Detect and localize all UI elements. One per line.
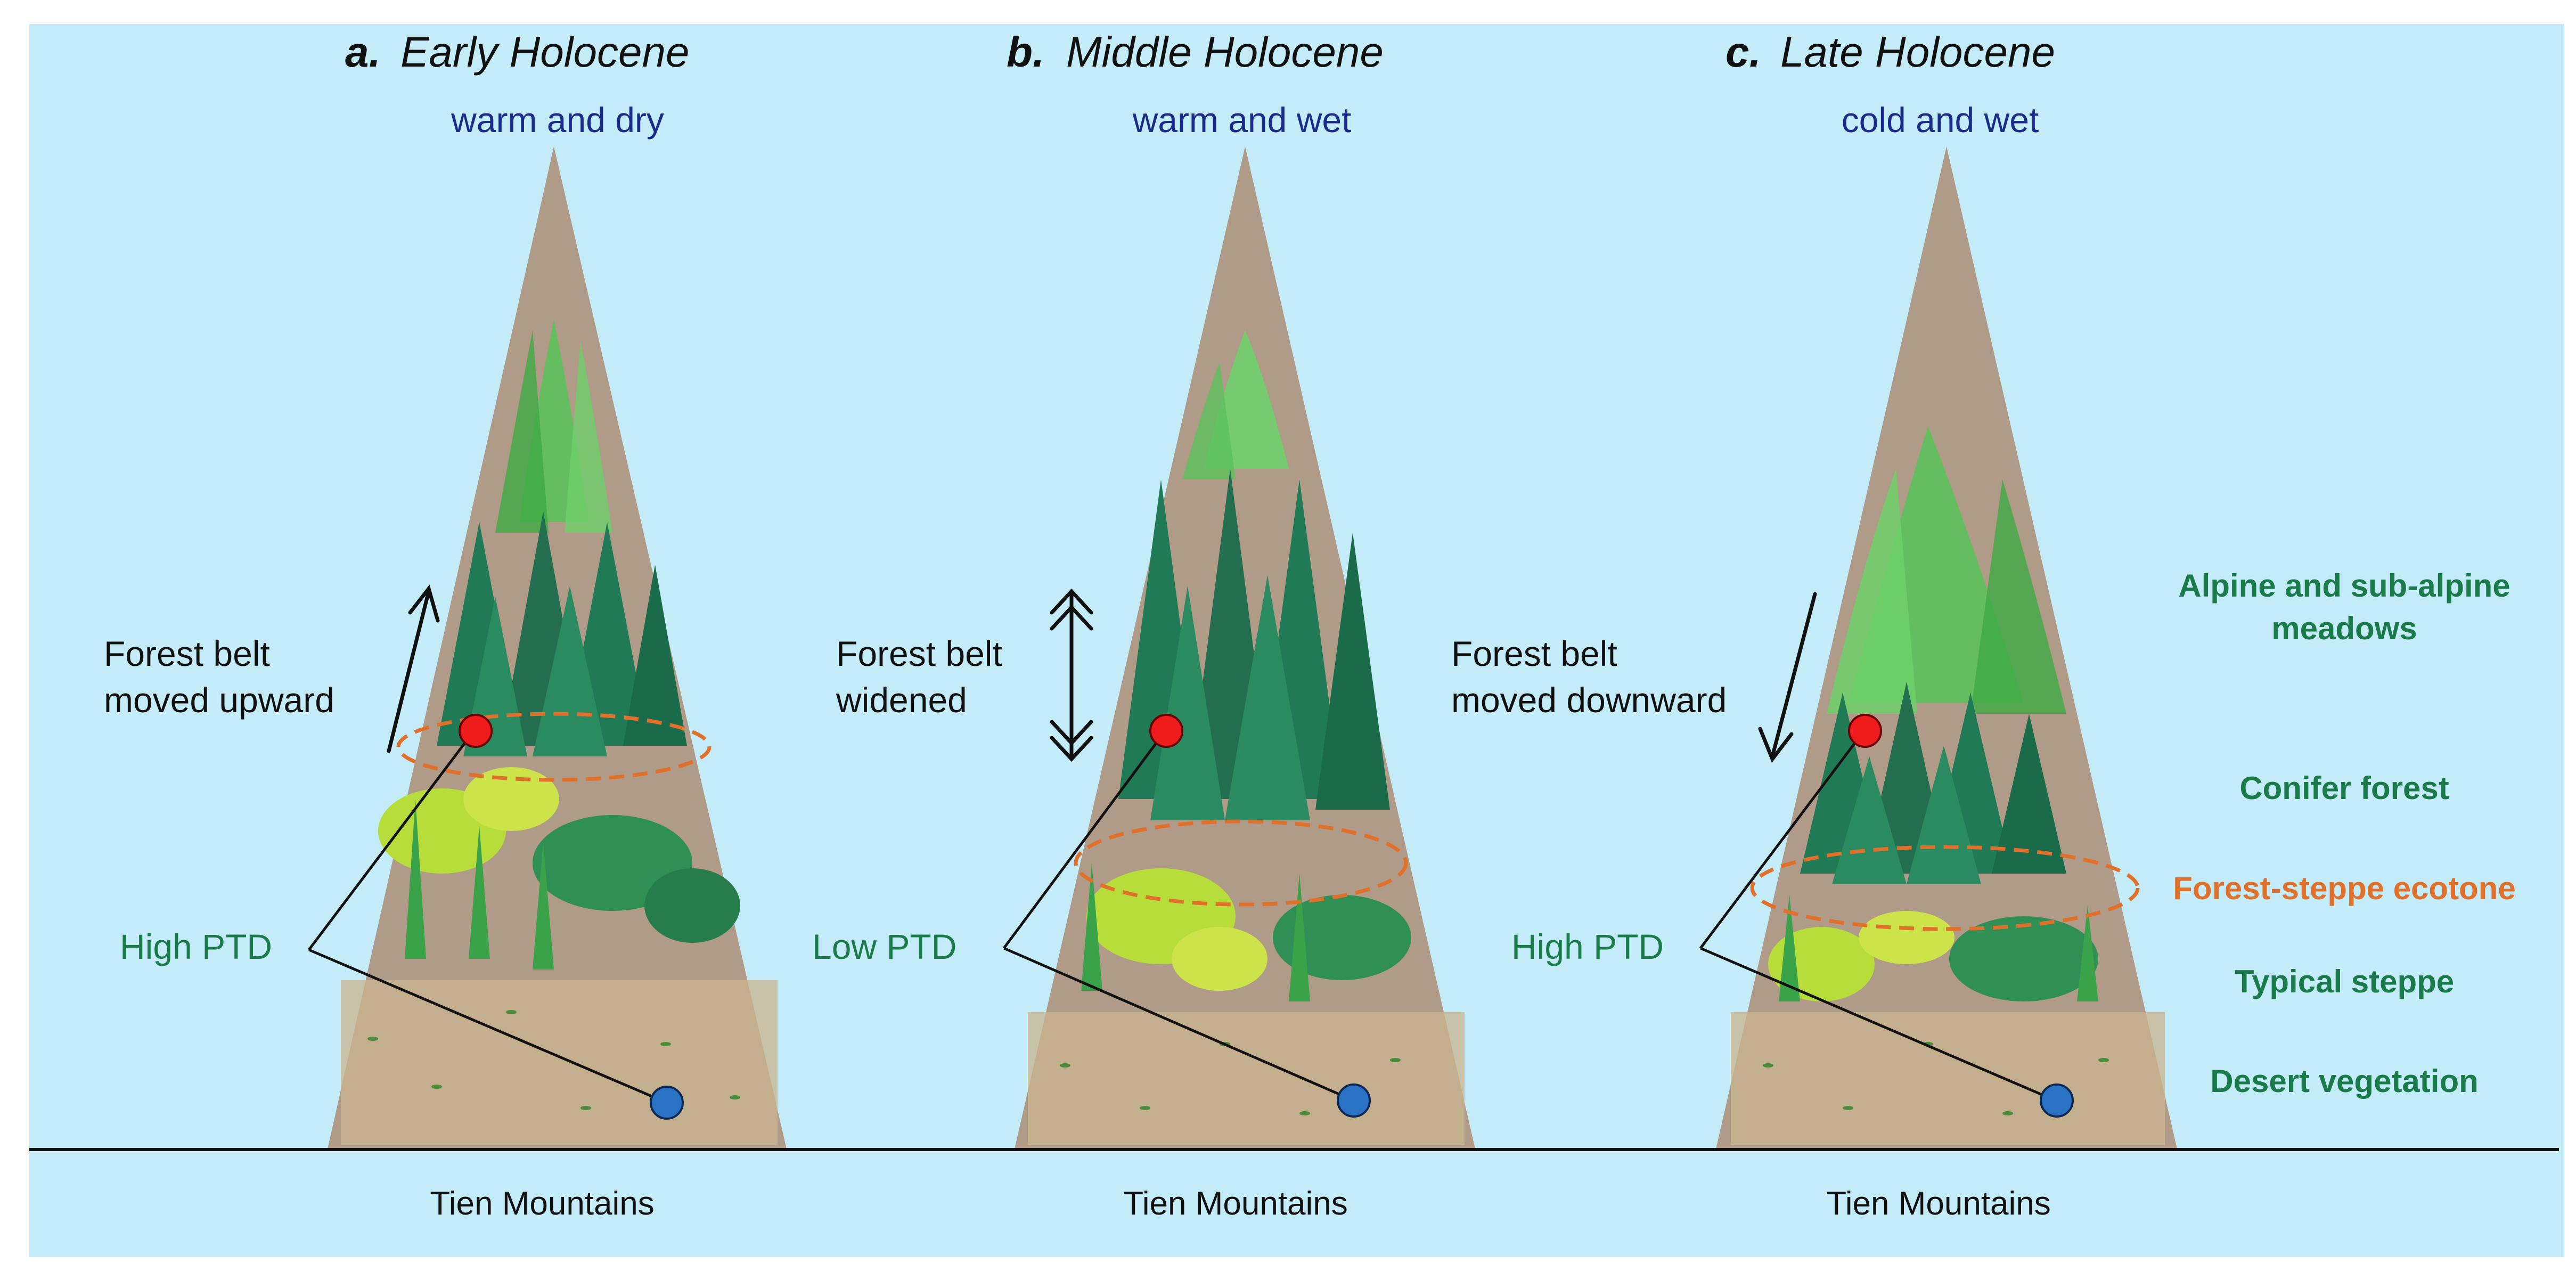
panel-a-ptd-label: High PTD — [120, 927, 272, 966]
high-altitude-point-a — [459, 714, 493, 748]
low-altitude-point-a — [650, 1086, 684, 1120]
ptd-connector-c-1 — [1699, 730, 1865, 949]
panel-b-ptd-label: Low PTD — [812, 927, 956, 966]
zone-legend: Alpine and sub-alpine meadows Conifer fo… — [2173, 568, 2515, 1099]
legend-alpine-line2: meadows — [2271, 610, 2417, 646]
legend-ecotone: Forest-steppe ecotone — [2173, 870, 2515, 906]
ptd-connector-c-2 — [1700, 947, 2056, 1102]
panel-b-climate: warm and wet — [1132, 100, 1352, 140]
panel-b-belt-line1: Forest belt — [836, 634, 1002, 673]
panel-c-title: Late Holocene — [1780, 28, 2055, 76]
panel-b-letter: b. — [1007, 28, 1044, 76]
ptd-connector-b-1 — [1002, 730, 1167, 949]
legend-desert: Desert vegetation — [2210, 1063, 2479, 1099]
legend-steppe: Typical steppe — [2235, 964, 2454, 999]
arrow-double-b — [1050, 588, 1093, 762]
panel-a-mountain-label: Tien Mountains — [430, 1185, 655, 1222]
legend-conifer: Conifer forest — [2239, 770, 2449, 806]
high-altitude-point-b — [1149, 714, 1183, 748]
vegetation-c — [1731, 426, 2165, 1145]
panel-b-mountain-label: Tien Mountains — [1123, 1185, 1348, 1222]
ecotone-ring-b — [1074, 819, 1408, 907]
panel-a-climate: warm and dry — [451, 100, 664, 140]
panel-c-mountain-label: Tien Mountains — [1826, 1185, 2051, 1222]
arrow-up-a — [387, 584, 440, 753]
panel-b-belt-line2: widened — [836, 680, 967, 720]
ecotone-ring-a — [396, 712, 712, 782]
panel-a-title: Early Holocene — [400, 28, 690, 76]
ptd-connector-b-2 — [1003, 947, 1354, 1102]
ptd-connector-a-2 — [308, 948, 667, 1104]
panel-a-belt-line1: Forest belt — [104, 634, 270, 673]
arrow-down-c — [1758, 592, 1817, 763]
panel-b-title: Middle Holocene — [1066, 28, 1384, 76]
panel-c-ptd-label: High PTD — [1511, 927, 1664, 966]
low-altitude-point-b — [1337, 1084, 1371, 1118]
legend-alpine-line1: Alpine and sub-alpine — [2178, 568, 2510, 604]
panel-early-holocene: a. Early Holocene warm and dry Forest be… — [104, 28, 787, 1222]
vegetation-b — [1028, 330, 1465, 1145]
ptd-connector-a-1 — [308, 730, 475, 951]
panel-c-climate: cold and wet — [1842, 100, 2039, 140]
panel-late-holocene: c. Late Holocene cold and wet Forest bel… — [1451, 28, 2177, 1222]
high-altitude-point-c — [1848, 714, 1882, 748]
panel-a-belt-line2: moved upward — [104, 680, 334, 720]
ecotone-ring-c — [1750, 845, 2140, 931]
panel-c-belt-line2: moved downward — [1451, 680, 1727, 720]
panel-a-letter: a. — [345, 28, 381, 76]
panel-middle-holocene: b. Middle Holocene warm and wet Forest b… — [812, 28, 1475, 1222]
panel-c-belt-line1: Forest belt — [1451, 634, 1617, 673]
panel-c-letter: c. — [1725, 28, 1761, 76]
low-altitude-point-c — [2040, 1084, 2074, 1118]
